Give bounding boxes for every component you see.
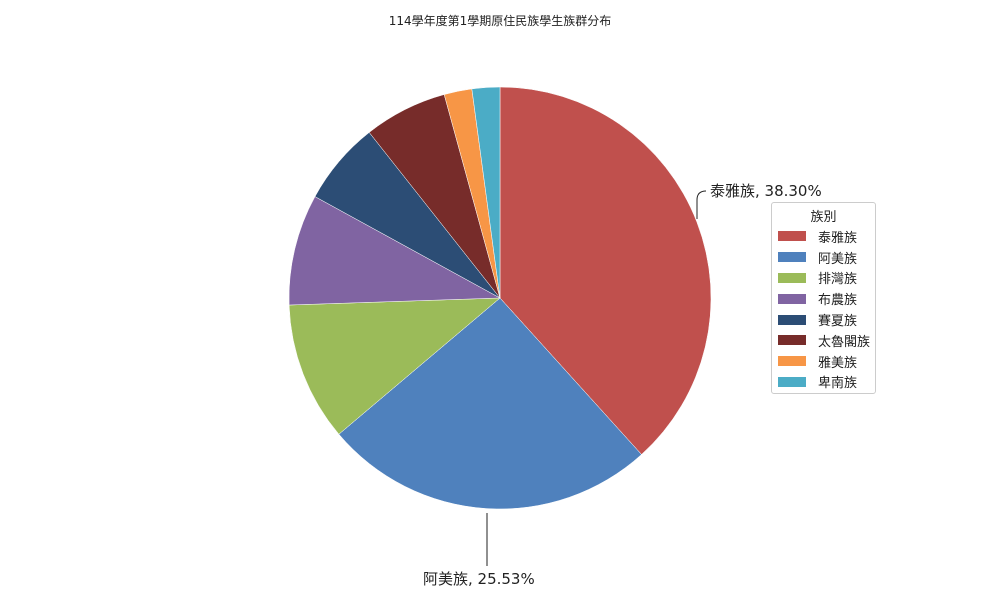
data-label-atayal: 泰雅族, 38.30% xyxy=(710,182,822,200)
legend-label: 阿美族 xyxy=(818,251,858,267)
legend-item: 雅美族 xyxy=(772,351,875,372)
legend-item: 阿美族 xyxy=(772,247,875,268)
legend-label: 卑南族 xyxy=(818,376,858,392)
legend-item: 排灣族 xyxy=(772,268,875,289)
legend-item: 泰雅族 xyxy=(772,226,875,247)
legend-swatch xyxy=(778,231,806,242)
legend-label: 太魯閣族 xyxy=(818,334,871,350)
legend-swatch xyxy=(778,335,806,346)
legend-swatch xyxy=(778,356,806,367)
pie-slice-1 xyxy=(338,297,642,510)
pie-slice-7 xyxy=(471,86,501,299)
pie-slice-2 xyxy=(288,297,501,435)
legend-item: 布農族 xyxy=(772,288,875,309)
legend-swatch xyxy=(778,314,806,325)
pie-slices xyxy=(288,86,712,510)
legend-item: 賽夏族 xyxy=(772,309,875,330)
legend-label: 泰雅族 xyxy=(818,230,858,246)
legend-swatch xyxy=(778,376,806,387)
chart-title: 114學年度第1學期原住民族學生族群分布 xyxy=(389,13,612,28)
leader-line-atayal xyxy=(696,190,707,219)
legend-item: 太魯閣族 xyxy=(772,330,875,351)
legend-swatch xyxy=(778,293,806,304)
legend-swatch xyxy=(778,272,806,283)
legend-swatch xyxy=(778,252,806,263)
legend-label: 賽夏族 xyxy=(818,314,858,330)
legend-label: 布農族 xyxy=(818,293,858,309)
pie-slice-0 xyxy=(499,86,712,455)
legend-title: 族別 xyxy=(810,210,837,225)
legend-label: 雅美族 xyxy=(818,355,858,371)
legend-item: 卑南族 xyxy=(772,372,875,393)
pie-slice-3 xyxy=(288,196,501,306)
data-label-amis: 阿美族, 25.53% xyxy=(423,570,535,588)
legend: 族別 泰雅族阿美族排灣族布農族賽夏族太魯閣族雅美族卑南族 xyxy=(771,202,876,394)
legend-label: 排灣族 xyxy=(818,272,858,288)
